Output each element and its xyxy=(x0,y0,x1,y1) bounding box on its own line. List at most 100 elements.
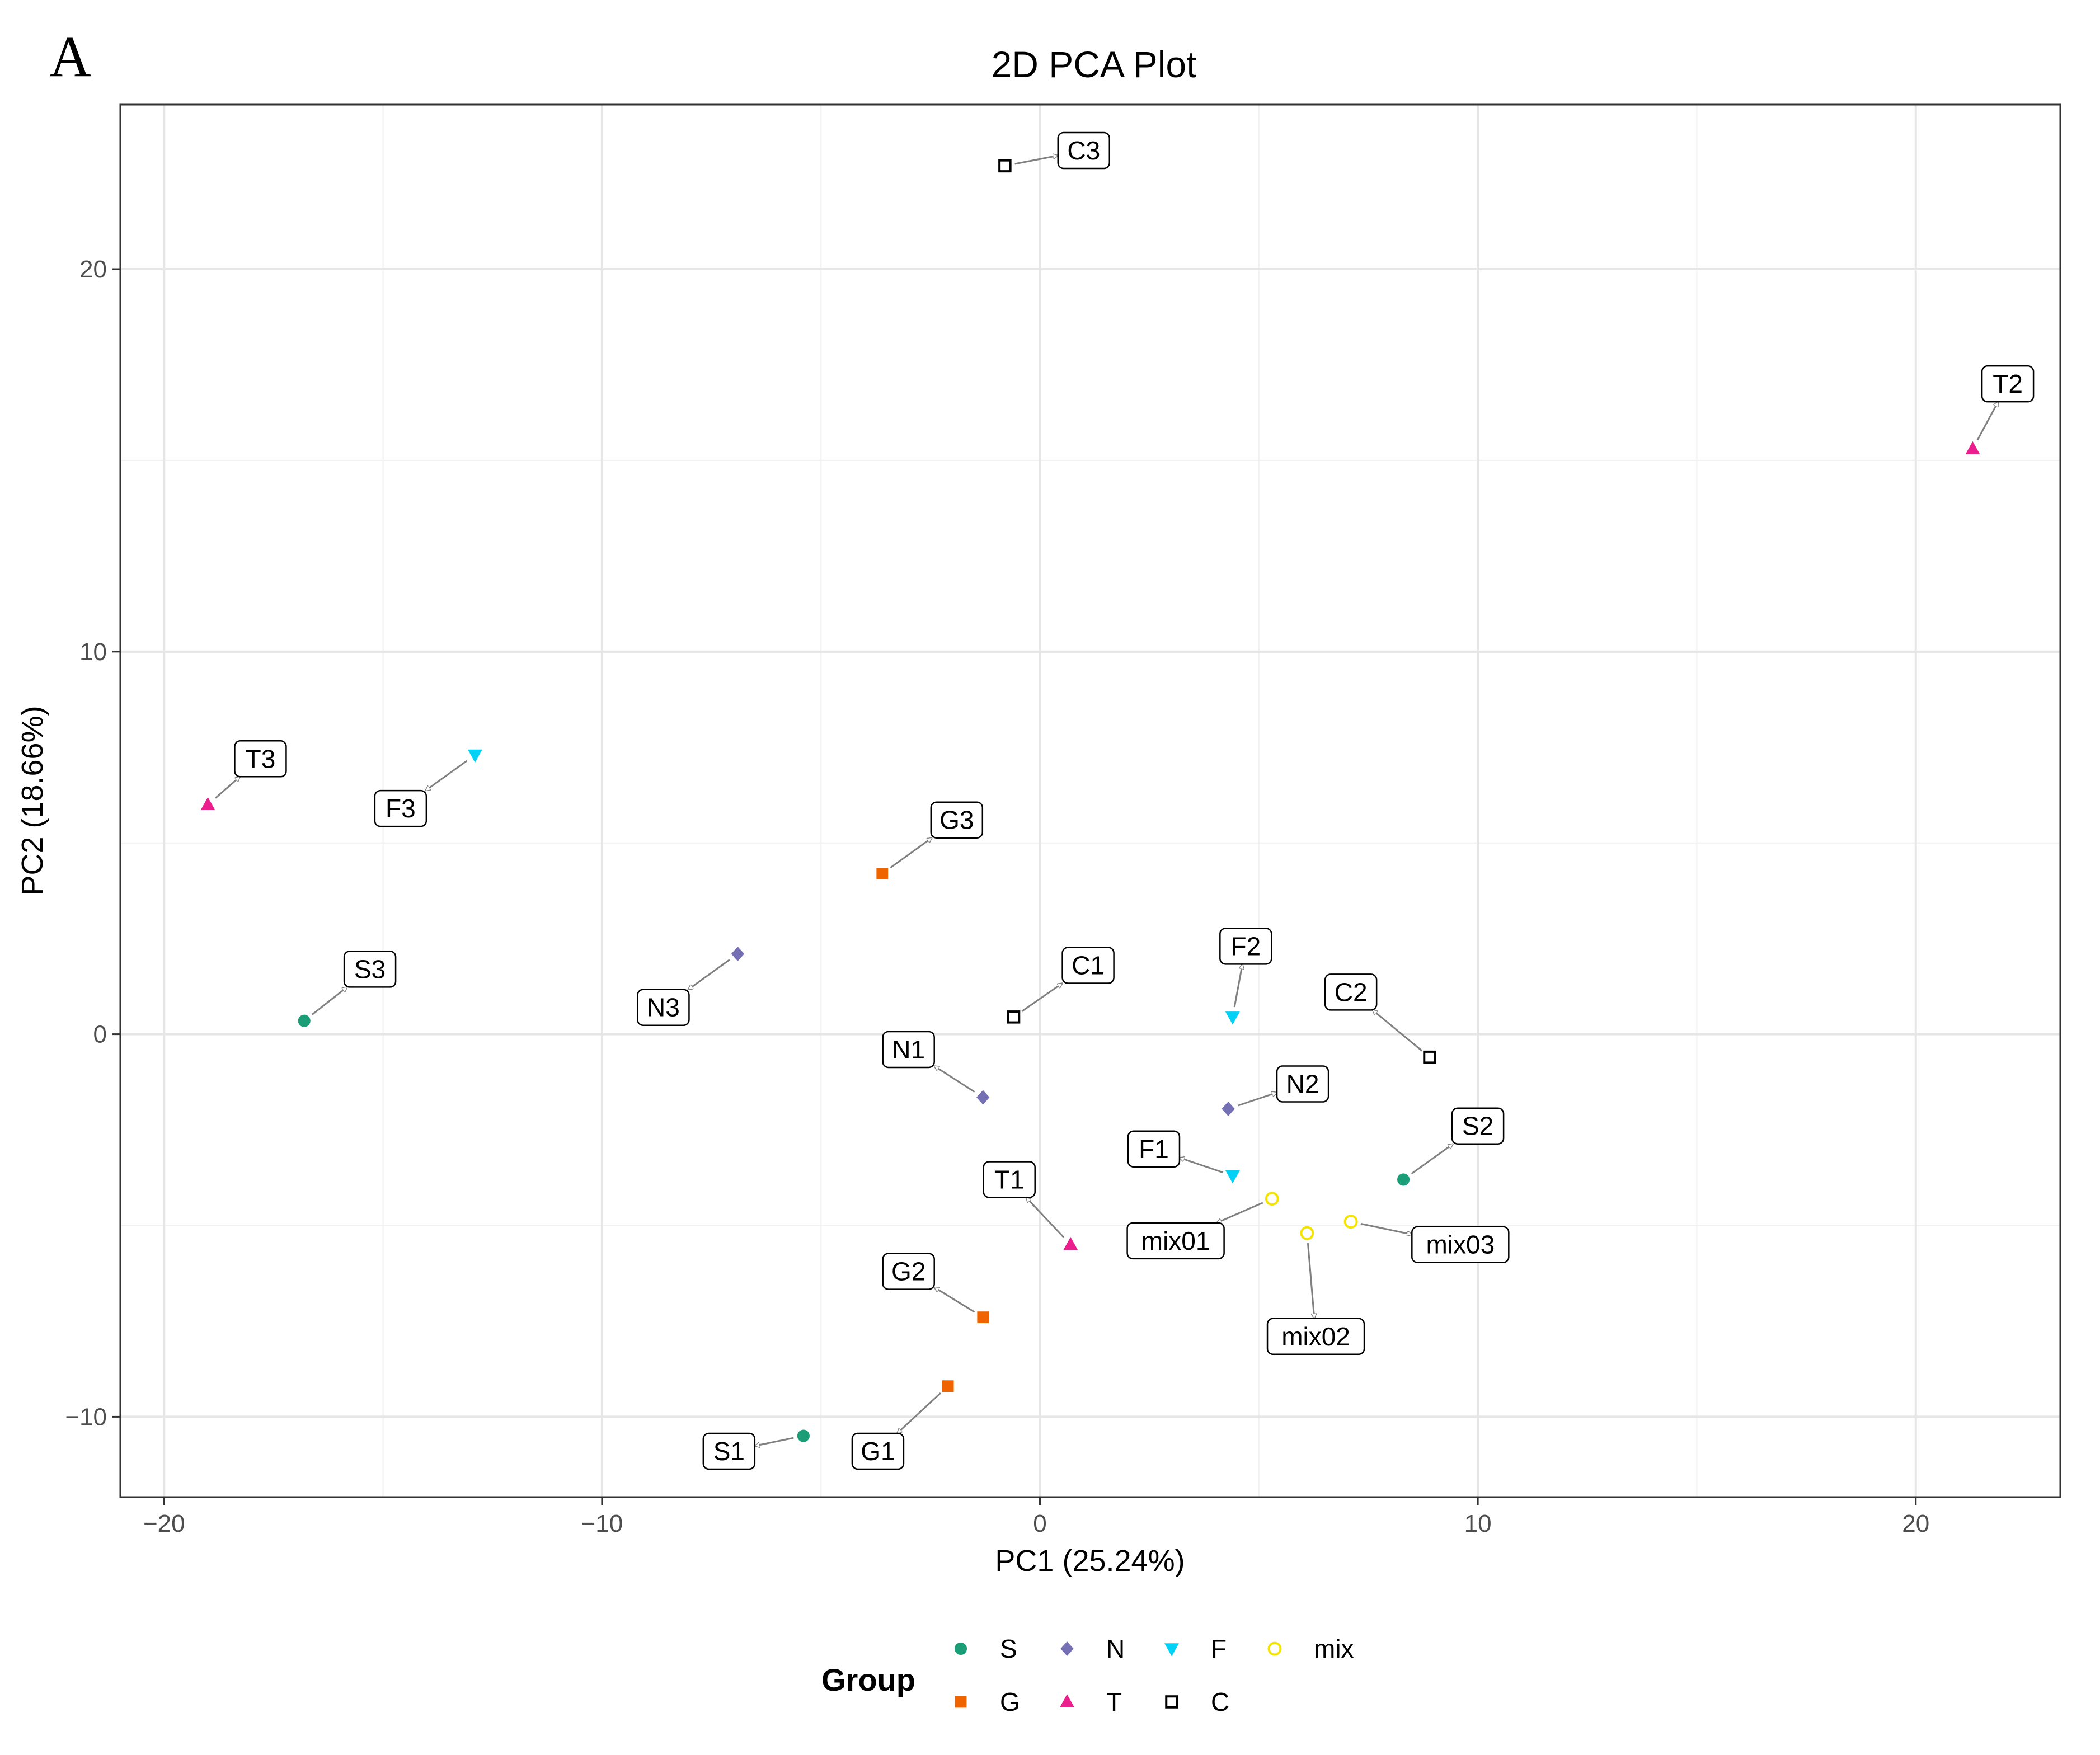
legend-label-mix: mix xyxy=(1314,1634,1354,1663)
label-n2: N2 xyxy=(1286,1070,1319,1099)
x-tick-label: −20 xyxy=(143,1510,185,1537)
label-box-t2 xyxy=(1981,365,2035,403)
point-g2 xyxy=(977,1311,989,1324)
label-box-f3 xyxy=(374,789,427,827)
legend-key-c xyxy=(1165,1695,1178,1709)
y-tick-label: 20 xyxy=(79,256,107,283)
point-f3 xyxy=(467,749,482,763)
label-box-c1 xyxy=(1061,947,1115,984)
connector-s1 xyxy=(755,1437,794,1446)
chart-title: 2D PCA Plot xyxy=(992,44,1197,85)
label-mix02: mix02 xyxy=(1281,1322,1350,1351)
label-s2: S2 xyxy=(1462,1112,1493,1141)
point-n3 xyxy=(731,947,745,962)
label-box-mix02 xyxy=(1266,1318,1365,1356)
connector-f3 xyxy=(425,760,468,791)
connector-f1 xyxy=(1180,1158,1224,1174)
point-labels: C3 T2 T3 F3 G3 S3 N3 C1 F2 C2 N1 N2 S2 F1 T1 mix01 mix02… xyxy=(234,131,2035,1470)
point-f2 xyxy=(1225,1011,1240,1025)
y-tick-label: 0 xyxy=(93,1021,107,1048)
label-box-n3 xyxy=(637,989,690,1026)
connector-g3 xyxy=(890,838,932,869)
point-t2 xyxy=(1965,441,1980,455)
legend-key-f xyxy=(1164,1643,1179,1657)
connector-t2 xyxy=(1976,402,1999,441)
label-c3: C3 xyxy=(1067,136,1100,165)
x-axis-title: PC1 (25.24%) xyxy=(995,1544,1185,1578)
x-tick-label: 10 xyxy=(1464,1510,1492,1537)
label-n1: N1 xyxy=(892,1035,925,1064)
x-tick-label: 0 xyxy=(1033,1510,1046,1537)
label-f2: F2 xyxy=(1230,931,1261,961)
label-box-f2 xyxy=(1219,928,1272,965)
label-box-t3 xyxy=(234,740,287,778)
point-s2 xyxy=(1397,1173,1410,1186)
grid xyxy=(120,105,2060,1497)
point-c3 xyxy=(998,159,1012,173)
label-c1: C1 xyxy=(1072,951,1105,980)
legend-label-n: N xyxy=(1106,1634,1125,1663)
point-t3 xyxy=(200,797,215,811)
connector-t3 xyxy=(215,777,240,799)
legend-key-n xyxy=(1060,1641,1074,1656)
connector-mix01 xyxy=(1216,1202,1263,1223)
point-c1 xyxy=(1007,1010,1021,1024)
legend-label-s: S xyxy=(1000,1634,1017,1663)
label-box-g1 xyxy=(851,1432,905,1470)
point-s3 xyxy=(298,1014,311,1027)
label-box-c2 xyxy=(1324,973,1378,1011)
label-g1: G1 xyxy=(861,1437,895,1466)
x-tick-label: 20 xyxy=(1902,1510,1929,1537)
point-n1 xyxy=(976,1090,990,1105)
point-n2 xyxy=(1222,1101,1235,1116)
label-box-t1 xyxy=(983,1161,1036,1198)
connector-s2 xyxy=(1411,1144,1453,1175)
legend-label-c: C xyxy=(1211,1687,1229,1716)
point-mix03 xyxy=(1343,1215,1358,1229)
label-box-g2 xyxy=(882,1253,935,1290)
point-g3 xyxy=(876,868,889,879)
point-t1 xyxy=(1063,1237,1078,1250)
legend-label-t: T xyxy=(1106,1687,1122,1716)
legend-title: Group xyxy=(821,1662,915,1697)
label-c2: C2 xyxy=(1335,977,1368,1006)
connector-g2 xyxy=(934,1287,975,1313)
legend-key-g xyxy=(955,1696,967,1708)
connector-n1 xyxy=(934,1066,975,1093)
label-t2: T2 xyxy=(1993,369,2023,398)
data-points xyxy=(200,159,1980,1442)
label-connectors xyxy=(215,156,1999,1446)
label-t1: T1 xyxy=(994,1165,1025,1194)
label-n3: N3 xyxy=(647,993,680,1022)
legend-key-mix xyxy=(1267,1641,1282,1656)
connector-f2 xyxy=(1233,964,1242,1008)
label-box-s1 xyxy=(702,1432,756,1470)
connector-s3 xyxy=(311,987,347,1015)
connector-n3 xyxy=(688,959,730,990)
label-box-s3 xyxy=(343,951,397,988)
connector-c1 xyxy=(1021,983,1062,1012)
label-box-g3 xyxy=(930,801,984,839)
axis-ticks: −20 −10 0 10 20 −10 0 10 20 xyxy=(65,256,1929,1537)
label-box-n2 xyxy=(1276,1065,1329,1103)
label-s3: S3 xyxy=(354,954,386,984)
point-mix01 xyxy=(1265,1192,1279,1206)
label-g2: G2 xyxy=(891,1257,925,1286)
plot-panel-border xyxy=(119,103,2061,1498)
y-tick-label: 10 xyxy=(79,638,107,666)
point-s1 xyxy=(797,1429,810,1442)
legend-key-t xyxy=(1060,1694,1074,1707)
connector-mix03 xyxy=(1360,1222,1412,1234)
legend-label-f: F xyxy=(1211,1634,1227,1663)
connector-mix02 xyxy=(1307,1243,1314,1319)
point-f1 xyxy=(1225,1170,1240,1184)
connector-c3 xyxy=(1014,156,1058,165)
label-box-c3 xyxy=(1057,131,1111,170)
legend-label-g: G xyxy=(1000,1687,1020,1716)
label-box-n1 xyxy=(882,1031,935,1069)
panel-letter: A xyxy=(49,25,92,89)
label-box-f1 xyxy=(1127,1130,1181,1168)
y-tick-label: −10 xyxy=(65,1403,107,1431)
label-g3: G3 xyxy=(939,806,974,835)
label-box-mix01 xyxy=(1126,1222,1225,1260)
